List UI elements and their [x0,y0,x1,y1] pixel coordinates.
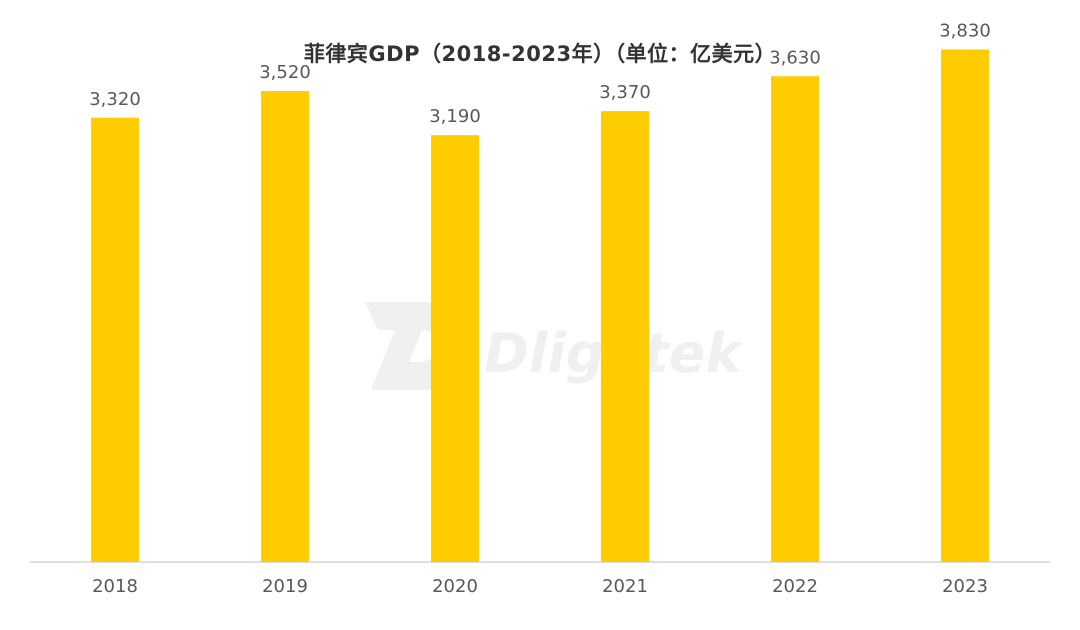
value-label-2023: 3,830 [939,21,991,42]
watermark: Dlightek [365,302,744,390]
bar-2020 [431,135,479,562]
bars-layer [91,49,989,563]
value-labels-layer: 3,320 3,520 3,190 3,370 3,630 3,830 [89,21,991,128]
bar-2023 [941,49,989,563]
x-tick-label-2020: 2020 [432,576,478,597]
value-label-2022: 3,630 [769,47,821,68]
bar-2022 [771,76,819,563]
value-label-2018: 3,320 [89,89,141,110]
x-tick-label-2021: 2021 [602,576,648,597]
x-tick-label-2023: 2023 [942,576,988,597]
x-tick-label-2018: 2018 [92,576,138,597]
value-label-2019: 3,520 [259,62,311,83]
chart-title: 菲律宾GDP（2018-2023年）（单位：亿美元） [303,42,777,66]
x-tick-label-2019: 2019 [262,576,308,597]
value-label-2020: 3,190 [429,106,481,127]
x-tick-label-2022: 2022 [772,576,818,597]
x-tick-labels: 2018 2019 2020 2021 2022 2023 [92,576,988,597]
value-label-2021: 3,370 [599,82,651,103]
bar-2018 [91,117,139,562]
bar-2019 [261,90,309,562]
bar-2021 [601,111,649,563]
